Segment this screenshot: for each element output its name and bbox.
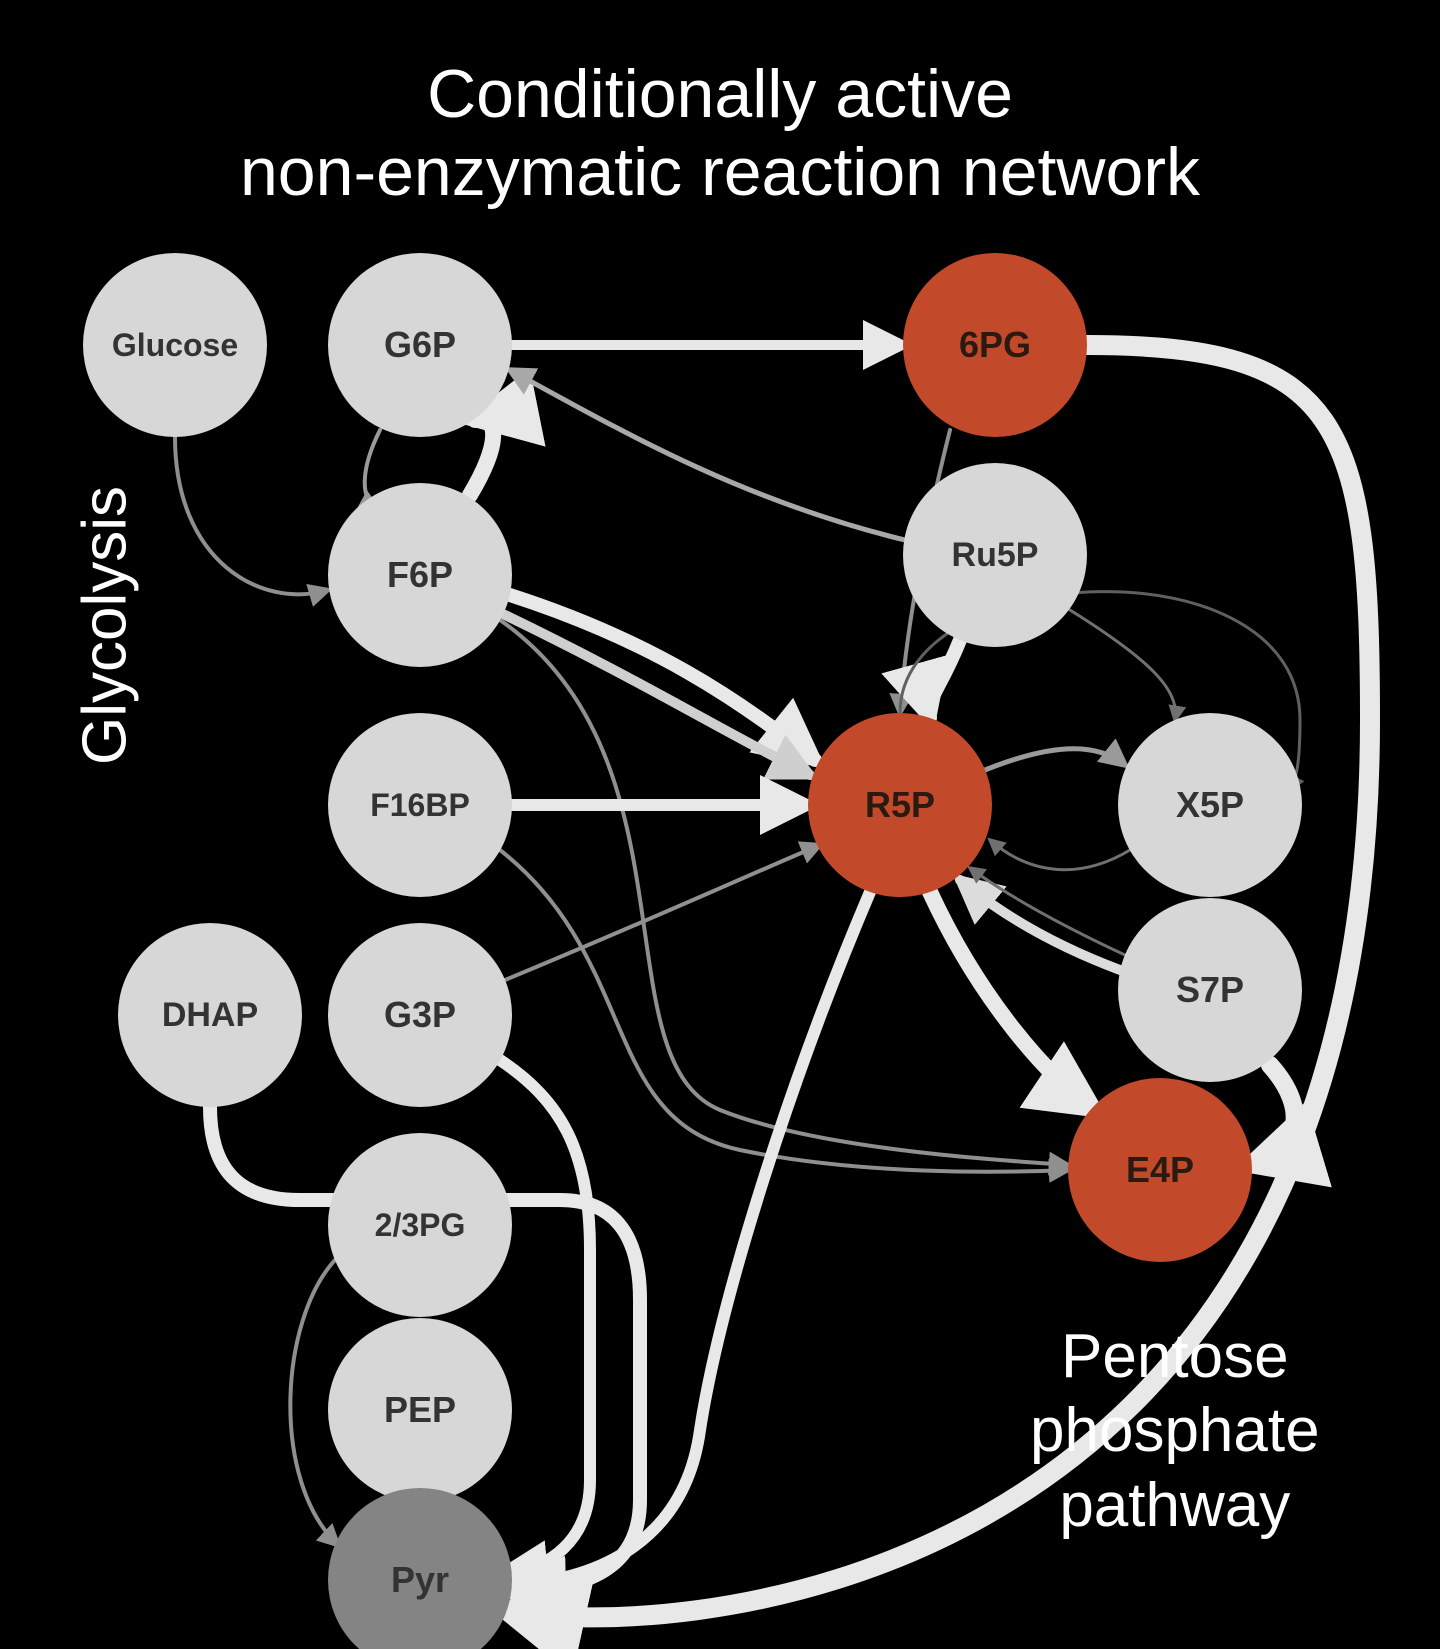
node-r5p: R5P xyxy=(808,713,992,897)
node-label: F16BP xyxy=(370,787,470,824)
edge-g3p-pyr xyxy=(500,1060,590,1575)
node-label: R5P xyxy=(865,784,935,826)
edge-r5p-x5p-upper xyxy=(985,749,1125,770)
node-6pg: 6PG xyxy=(903,253,1087,437)
pentose-phosphate-label: Pentose phosphate pathway xyxy=(1030,1320,1320,1543)
edge-f6p-r5p-thickA xyxy=(510,595,815,760)
glycolysis-label: Glycolysis xyxy=(70,476,141,776)
edge-glucose-f6p xyxy=(175,437,328,594)
edge-ru5p-g6p xyxy=(510,370,905,540)
edge-r5p-pyr xyxy=(512,892,870,1585)
edge-ru5p-x5p xyxy=(1070,610,1176,720)
edge-ru5p-r5p xyxy=(929,640,960,718)
node-dhap: DHAP xyxy=(118,923,302,1107)
node-s7p: S7P xyxy=(1118,898,1302,1082)
node-pg23: 2/3PG xyxy=(328,1133,512,1317)
node-label: X5P xyxy=(1176,784,1244,826)
node-label: F6P xyxy=(387,554,453,596)
node-label: 2/3PG xyxy=(375,1207,466,1244)
edge-r5p-e4p xyxy=(930,892,1095,1110)
node-g3p: G3P xyxy=(328,923,512,1107)
node-glucose: Glucose xyxy=(83,253,267,437)
edge-s7p-r5p-thin xyxy=(970,868,1125,955)
node-x5p: X5P xyxy=(1118,713,1302,897)
node-label: Glucose xyxy=(112,327,238,364)
node-label: DHAP xyxy=(162,996,258,1035)
node-pep: PEP xyxy=(328,1318,512,1502)
diagram-title: Conditionally active non-enzymatic react… xyxy=(0,55,1440,211)
edge-f16bp-e4p xyxy=(500,850,1068,1172)
node-label: E4P xyxy=(1126,1149,1194,1191)
node-e4p: E4P xyxy=(1068,1078,1252,1262)
edge-s7p-e4p xyxy=(1250,1065,1295,1165)
node-g6p: G6P xyxy=(328,253,512,437)
node-label: Pyr xyxy=(391,1559,449,1601)
edge-s7p-r5p xyxy=(960,880,1120,970)
node-label: Ru5P xyxy=(952,536,1039,575)
node-label: 6PG xyxy=(959,324,1031,366)
node-label: G3P xyxy=(384,994,456,1036)
edge-f6p-r5p-thickB xyxy=(505,615,810,775)
node-f6p: F6P xyxy=(328,483,512,667)
node-ru5p: Ru5P xyxy=(903,463,1087,647)
edge-f6p-e4p xyxy=(500,620,1068,1165)
node-label: S7P xyxy=(1176,969,1244,1011)
node-pyr: Pyr xyxy=(328,1488,512,1649)
node-label: PEP xyxy=(384,1389,456,1431)
node-f16bp: F16BP xyxy=(328,713,512,897)
edge-f6p-g6p-thick xyxy=(470,419,493,495)
node-label: G6P xyxy=(384,324,456,366)
diagram-stage: Conditionally active non-enzymatic react… xyxy=(0,0,1440,1649)
edge-g3p-r5p xyxy=(505,845,820,980)
edge-x5p-r5p-lower xyxy=(990,840,1130,870)
